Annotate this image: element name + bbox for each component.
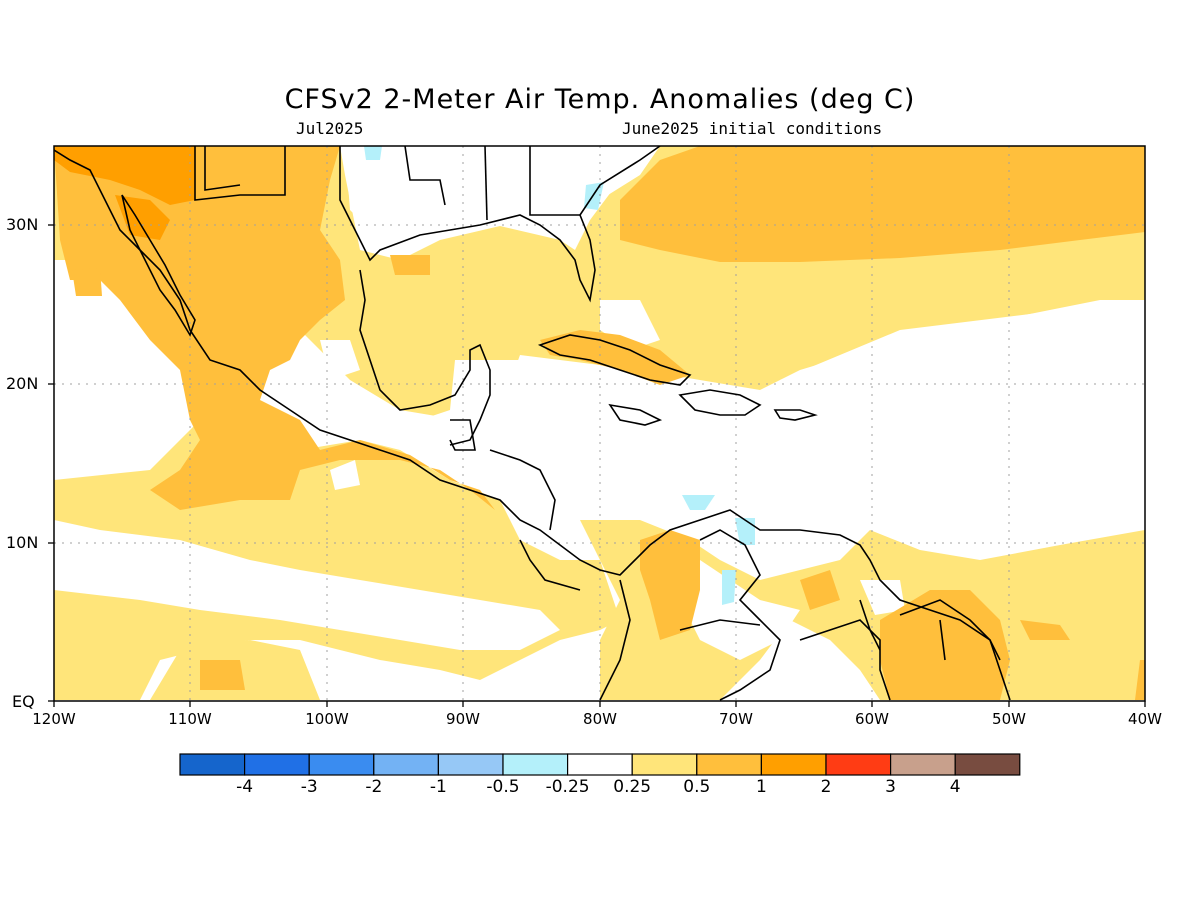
colorbar-tick-label: 4 [949, 777, 961, 797]
lon-label-60w: 60W [855, 710, 889, 728]
gridlines [54, 146, 1145, 701]
colorbar-box [954, 753, 1021, 776]
colorbar-box [502, 753, 569, 776]
colorbar-tick-label: -0.25 [545, 777, 590, 797]
colorbar-box [373, 753, 439, 776]
lon-label-80w: 80W [583, 710, 617, 728]
colorbar-box [566, 753, 633, 776]
axis-ticks [48, 224, 1146, 707]
anomaly-shading [54, 146, 1145, 701]
colorbar-tick-label: -4 [236, 777, 254, 797]
colorbar-tick-label: 2 [820, 777, 832, 797]
colorbar-box [631, 753, 698, 776]
colorbar-box [179, 753, 246, 776]
lat-label-eq: EQ [12, 692, 35, 711]
lon-label-90w: 90W [446, 710, 480, 728]
lat-label-20n: 20N [6, 374, 39, 393]
colorbar-tick-label: -3 [300, 777, 318, 797]
colorbar-box [825, 753, 892, 776]
lat-label-10n: 10N [6, 533, 39, 552]
colorbar-box [760, 753, 827, 776]
colorbar-tick-label: 3 [885, 777, 897, 797]
colorbar [179, 753, 1021, 776]
colorbar-box [244, 753, 310, 776]
lon-label-110w: 110W [168, 710, 212, 728]
colorbar-box [437, 753, 504, 776]
valid-period: Jul2025 [296, 119, 364, 138]
coastlines [54, 146, 1011, 701]
colorbar-tick-label: -2 [365, 777, 383, 797]
lat-label-30n: 30N [6, 215, 39, 234]
colorbar-tick-label: 0.5 [683, 777, 711, 797]
lon-label-70w: 70W [719, 710, 753, 728]
initial-conditions: June2025 initial conditions [622, 119, 883, 138]
colorbar-tick-label: -1 [429, 777, 447, 797]
colorbar-box [696, 753, 762, 776]
colorbar-box [889, 753, 956, 776]
colorbar-tick-label: 0.25 [613, 777, 652, 797]
colorbar-tick-label: -0.5 [486, 777, 520, 797]
lon-label-50w: 50W [992, 710, 1026, 728]
lon-label-100w: 100W [305, 710, 349, 728]
lon-label-120w: 120W [32, 710, 76, 728]
colorbar-box [308, 753, 375, 776]
map-title: CFSv2 2-Meter Air Temp. Anomalies (deg C… [284, 84, 916, 115]
lon-label-40w: 40W [1128, 710, 1162, 728]
colorbar-tick-label: 1 [755, 777, 767, 797]
